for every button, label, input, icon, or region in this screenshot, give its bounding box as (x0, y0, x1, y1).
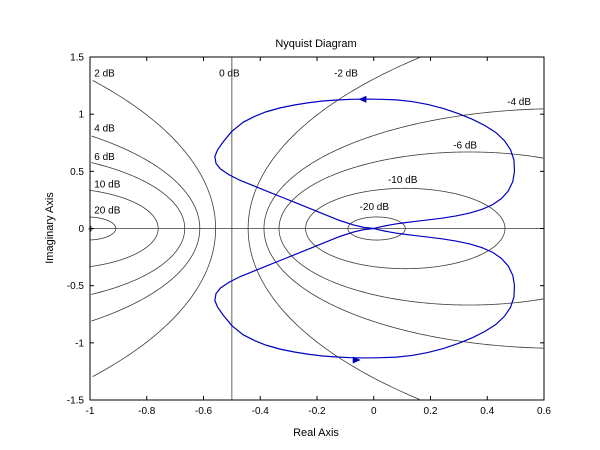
m-circle-label: 10 dB (94, 179, 120, 190)
y-tick-label: -1.5 (67, 396, 85, 407)
m-circle-label: -6 dB (453, 140, 477, 151)
x-tick-label: 0.4 (480, 406, 494, 417)
chart-title: Nyquist Diagram (275, 38, 356, 50)
y-axis-title: Imaginary Axis (44, 192, 56, 264)
y-tick-label: 1 (78, 110, 84, 121)
y-tick-label: 0.5 (70, 167, 84, 178)
y-tick-label: 1.5 (70, 53, 84, 64)
y-tick-label: -1 (75, 338, 84, 349)
m-circle-label: -2 dB (334, 68, 358, 79)
nyquist-curve-group: + (88, 95, 516, 364)
m-circle-2db (92, 80, 217, 377)
m-circle-4db (91, 135, 201, 322)
x-tick-label: -0.6 (195, 406, 213, 417)
x-tick-label: -1 (86, 406, 95, 417)
m-circle-label: 20 dB (94, 206, 120, 217)
x-tick-label: -0.2 (308, 406, 326, 417)
m-circle-label: 6 dB (94, 152, 115, 163)
m-circle-20db (90, 216, 117, 241)
m-circle-labels: 2 dB 4 dB 6 dB 10 dB 20 dB 0 dB -2 dB -4 dB -6 d… (94, 68, 531, 216)
m-circle-label: -20 dB (360, 202, 390, 213)
direction-arrow-2 (352, 356, 361, 364)
m-circle-label: 0 dB (219, 68, 240, 79)
y-tick-label: -0.5 (67, 281, 85, 292)
m-circle-10db (90, 190, 159, 267)
nyquist-curve-upper (214, 98, 516, 230)
m-circle-label: -10 dB (388, 175, 418, 186)
m-circle-label: -4 dB (507, 97, 531, 108)
x-axis-ticks: -1 -0.8 -0.6 -0.4 -0.2 0 0.2 0.4 0.6 (86, 57, 551, 417)
x-tick-label: 0.2 (424, 406, 438, 417)
y-axis-ticks: -1.5 -1 -0.5 0 0.5 1 1.5 (67, 53, 544, 407)
critical-point-marker: + (88, 224, 94, 236)
nyquist-curve-lower (214, 227, 516, 359)
y-tick-label: 0 (78, 224, 84, 235)
x-tick-label: 0.6 (537, 406, 551, 417)
direction-arrow-1 (358, 95, 367, 103)
m-circle-label: 4 dB (94, 123, 115, 134)
x-axis-title: Real Axis (293, 427, 339, 439)
x-tick-label: -0.4 (252, 406, 270, 417)
x-tick-label: -0.8 (138, 406, 156, 417)
m-circle-label: 2 dB (94, 68, 115, 79)
x-tick-label: 0 (371, 406, 377, 417)
m-circle-6db (91, 162, 186, 295)
